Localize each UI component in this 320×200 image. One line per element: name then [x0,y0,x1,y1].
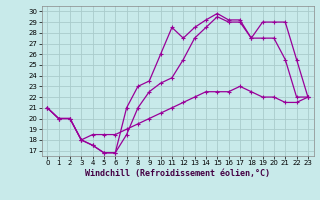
X-axis label: Windchill (Refroidissement éolien,°C): Windchill (Refroidissement éolien,°C) [85,169,270,178]
